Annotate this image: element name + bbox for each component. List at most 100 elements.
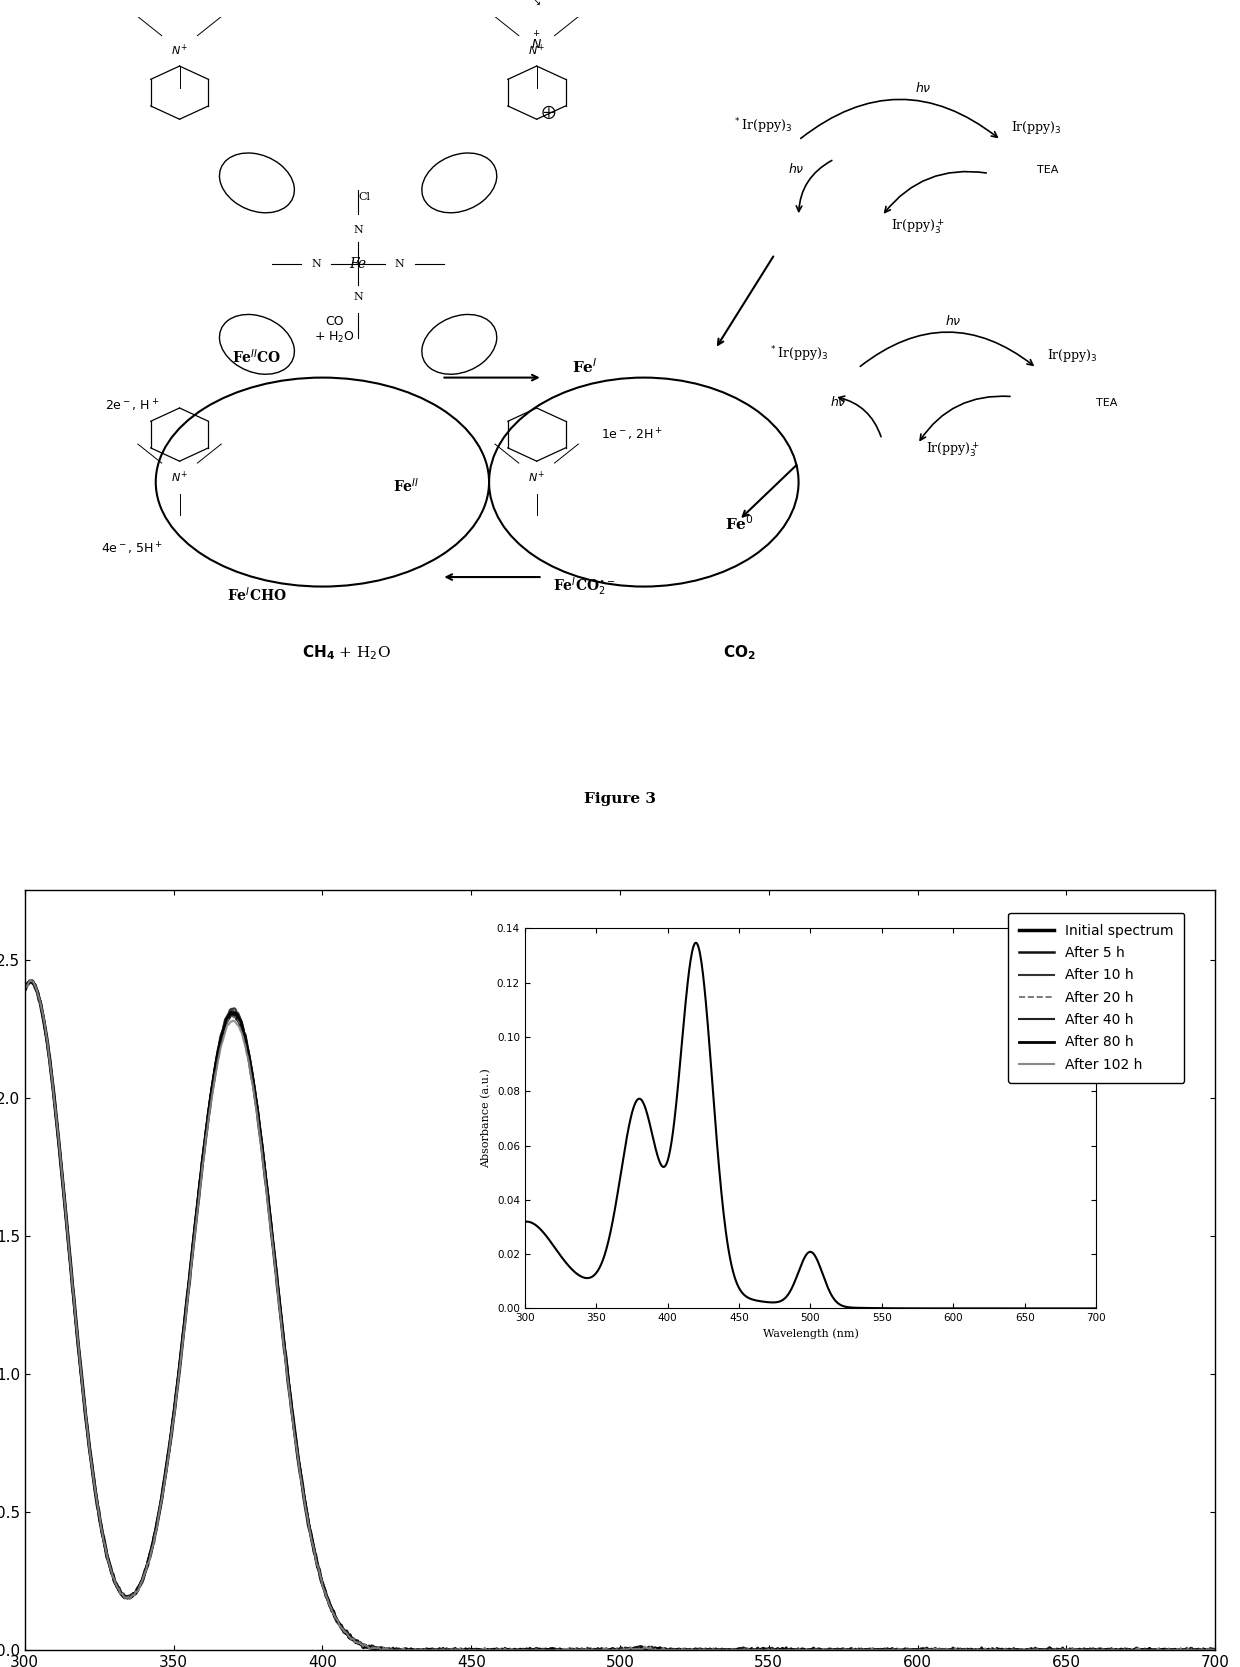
After 40 h (17, 980, 32, 1000)
After 10 h (544, 1640, 559, 1660)
Text: $\bigoplus$: $\bigoplus$ (541, 103, 557, 120)
Text: N: N (353, 225, 363, 235)
After 40 h (544, 1640, 559, 1660)
After 20 h (501, 1639, 516, 1659)
After 40 h (24, 972, 38, 992)
Initial spectrum (140, 1555, 155, 1575)
After 10 h (22, 970, 37, 990)
After 102 h (24, 970, 38, 990)
Initial spectrum (970, 1640, 985, 1660)
Text: Fe$^{I}$CO$_2^{\bullet-}$: Fe$^{I}$CO$_2^{\bullet-}$ (553, 575, 615, 598)
After 102 h (140, 1554, 155, 1574)
After 40 h (949, 1640, 963, 1660)
Text: TEA: TEA (1037, 165, 1058, 175)
Text: Cl: Cl (358, 192, 370, 202)
Text: Fe$^{I}$: Fe$^{I}$ (572, 357, 596, 375)
Text: Ir(ppy)$_3$: Ir(ppy)$_3$ (1012, 118, 1061, 135)
After 40 h (837, 1640, 852, 1660)
Text: $\bf{CH_4}$ + H$_2$O: $\bf{CH_4}$ + H$_2$O (301, 643, 391, 662)
Initial spectrum (544, 1640, 559, 1660)
After 40 h (372, 1640, 387, 1660)
After 20 h (24, 972, 38, 992)
Text: $h\nu$: $h\nu$ (830, 395, 846, 408)
After 5 h (140, 1554, 155, 1574)
After 20 h (140, 1554, 155, 1574)
Text: N: N (353, 292, 363, 302)
After 20 h (837, 1640, 852, 1660)
After 5 h (1208, 1640, 1223, 1660)
After 5 h (949, 1639, 963, 1659)
Initial spectrum (1208, 1640, 1223, 1660)
Text: Fe$^{I}$CHO: Fe$^{I}$CHO (227, 585, 286, 603)
Text: $h\nu$: $h\nu$ (915, 82, 931, 95)
After 80 h (837, 1640, 852, 1660)
Text: N: N (311, 258, 321, 268)
Text: Fe$^{0}$: Fe$^{0}$ (724, 513, 754, 532)
Line: After 10 h: After 10 h (25, 980, 1215, 1650)
Text: $\overset{\ }{N}$$^+$: $\overset{\ }{N}$$^+$ (528, 470, 546, 485)
After 5 h (544, 1639, 559, 1659)
After 10 h (1208, 1640, 1223, 1660)
Line: After 102 h: After 102 h (25, 980, 1215, 1650)
Text: Fe$^{II}$: Fe$^{II}$ (393, 477, 419, 495)
After 5 h (501, 1640, 516, 1660)
After 5 h (17, 980, 32, 1000)
After 80 h (22, 972, 37, 992)
Initial spectrum (17, 980, 32, 1000)
Text: Fe: Fe (350, 257, 367, 270)
After 5 h (389, 1640, 404, 1660)
Text: Ir(ppy)$_3^+$: Ir(ppy)$_3^+$ (926, 440, 981, 460)
After 102 h (17, 979, 32, 999)
After 40 h (140, 1552, 155, 1572)
Initial spectrum (949, 1640, 963, 1660)
Text: 4e$^-$, 5H$^+$: 4e$^-$, 5H$^+$ (100, 540, 162, 557)
Text: $\overset{\ }{N}$$^+$: $\overset{\ }{N}$$^+$ (528, 43, 546, 57)
Initial spectrum (837, 1640, 852, 1660)
Text: $\!\!\searrow\!\!$: $\!\!\searrow\!\!$ (533, 0, 541, 7)
After 10 h (140, 1554, 155, 1574)
After 80 h (970, 1640, 985, 1660)
Text: TEA: TEA (1096, 398, 1117, 408)
Text: $h\nu$: $h\nu$ (787, 162, 805, 177)
After 10 h (17, 980, 32, 1000)
After 20 h (970, 1640, 985, 1660)
Text: $\bf{CO_2}$: $\bf{CO_2}$ (723, 643, 755, 662)
Text: $\overset{\ }{N}$$^+$: $\overset{\ }{N}$$^+$ (171, 43, 188, 57)
After 102 h (501, 1640, 516, 1660)
Text: Ir(ppy)$_3$: Ir(ppy)$_3$ (1047, 347, 1097, 363)
After 10 h (384, 1640, 399, 1660)
After 20 h (544, 1640, 559, 1660)
Text: $^*$Ir(ppy)$_3$: $^*$Ir(ppy)$_3$ (769, 345, 828, 365)
After 80 h (388, 1640, 403, 1660)
Line: After 20 h: After 20 h (25, 982, 1215, 1650)
After 102 h (949, 1639, 963, 1659)
Text: CO
+ H$_2$O: CO + H$_2$O (314, 315, 355, 345)
After 40 h (1208, 1640, 1223, 1660)
Initial spectrum (501, 1640, 516, 1660)
After 102 h (837, 1639, 852, 1659)
Text: 1e$^-$, 2H$^+$: 1e$^-$, 2H$^+$ (600, 427, 663, 443)
After 80 h (1208, 1640, 1223, 1660)
After 80 h (17, 980, 32, 1000)
After 10 h (501, 1640, 516, 1660)
After 102 h (373, 1640, 388, 1660)
Text: Fe$^{II}$CO: Fe$^{II}$CO (232, 348, 281, 367)
After 102 h (970, 1640, 985, 1660)
After 5 h (22, 972, 37, 992)
Line: Initial spectrum: Initial spectrum (25, 980, 1215, 1650)
Text: $^*$Ir(ppy)$_3$: $^*$Ir(ppy)$_3$ (733, 117, 792, 137)
After 20 h (1208, 1640, 1223, 1660)
After 10 h (949, 1640, 963, 1660)
Text: $\overset{+}{N}$: $\overset{+}{N}$ (531, 30, 542, 52)
After 80 h (140, 1554, 155, 1574)
After 40 h (501, 1640, 516, 1660)
Text: Figure 3: Figure 3 (584, 792, 656, 805)
After 102 h (544, 1640, 559, 1660)
After 10 h (970, 1640, 985, 1660)
Text: Ir(ppy)$_3^+$: Ir(ppy)$_3^+$ (890, 217, 945, 237)
Text: N: N (394, 258, 404, 268)
After 20 h (17, 979, 32, 999)
After 80 h (501, 1640, 516, 1660)
After 40 h (970, 1640, 985, 1660)
After 10 h (837, 1640, 852, 1660)
